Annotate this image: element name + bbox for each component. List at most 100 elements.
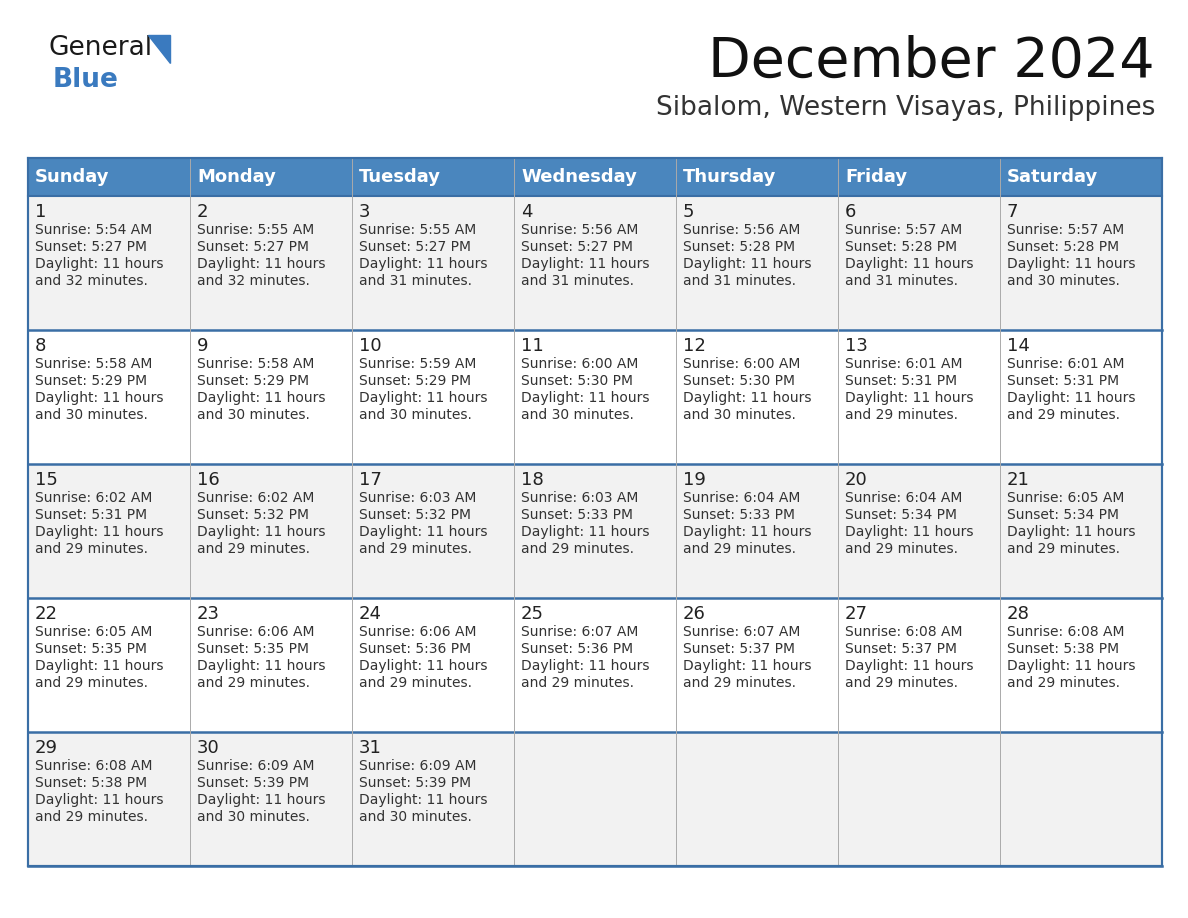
Text: 22: 22: [34, 605, 58, 623]
Text: and 29 minutes.: and 29 minutes.: [359, 676, 472, 690]
Bar: [29, 158, 1162, 866]
Bar: [676, 196, 838, 330]
Text: Sunrise: 5:59 AM: Sunrise: 5:59 AM: [359, 357, 476, 371]
Bar: [838, 158, 1000, 196]
Text: Sunrise: 5:55 AM: Sunrise: 5:55 AM: [197, 223, 315, 237]
Bar: [1000, 330, 1162, 464]
Text: Sunset: 5:28 PM: Sunset: 5:28 PM: [845, 240, 958, 254]
Text: 30: 30: [197, 739, 220, 757]
Text: Sunset: 5:30 PM: Sunset: 5:30 PM: [522, 374, 633, 388]
Text: and 29 minutes.: and 29 minutes.: [359, 542, 472, 556]
Text: and 29 minutes.: and 29 minutes.: [1007, 408, 1120, 422]
Text: and 31 minutes.: and 31 minutes.: [683, 274, 796, 288]
Text: and 29 minutes.: and 29 minutes.: [197, 542, 310, 556]
Text: Sunrise: 6:04 AM: Sunrise: 6:04 AM: [845, 491, 962, 505]
Polygon shape: [148, 35, 170, 63]
Text: Daylight: 11 hours: Daylight: 11 hours: [34, 659, 164, 673]
Bar: [190, 330, 352, 464]
Text: and 29 minutes.: and 29 minutes.: [683, 542, 796, 556]
Text: Friday: Friday: [845, 168, 908, 186]
Bar: [190, 464, 352, 598]
Text: Daylight: 11 hours: Daylight: 11 hours: [359, 257, 487, 271]
Text: Sunset: 5:29 PM: Sunset: 5:29 PM: [34, 374, 147, 388]
Text: and 29 minutes.: and 29 minutes.: [845, 408, 958, 422]
Text: Sunset: 5:34 PM: Sunset: 5:34 PM: [845, 508, 958, 522]
Text: Sunset: 5:31 PM: Sunset: 5:31 PM: [1007, 374, 1119, 388]
Text: Daylight: 11 hours: Daylight: 11 hours: [683, 391, 811, 405]
Text: Sunrise: 6:04 AM: Sunrise: 6:04 AM: [683, 491, 801, 505]
Bar: [514, 330, 676, 464]
Bar: [676, 330, 838, 464]
Text: and 29 minutes.: and 29 minutes.: [845, 676, 958, 690]
Text: 26: 26: [683, 605, 706, 623]
Text: Sunset: 5:38 PM: Sunset: 5:38 PM: [34, 776, 147, 790]
Text: Daylight: 11 hours: Daylight: 11 hours: [522, 525, 650, 539]
Text: Blue: Blue: [53, 67, 119, 93]
Text: Sunset: 5:33 PM: Sunset: 5:33 PM: [683, 508, 795, 522]
Text: 7: 7: [1007, 203, 1018, 221]
Text: 12: 12: [683, 337, 706, 355]
Text: Sunset: 5:36 PM: Sunset: 5:36 PM: [522, 642, 633, 656]
Bar: [676, 598, 838, 732]
Bar: [838, 464, 1000, 598]
Text: Sunset: 5:31 PM: Sunset: 5:31 PM: [34, 508, 147, 522]
Text: Sunrise: 5:56 AM: Sunrise: 5:56 AM: [522, 223, 638, 237]
Text: Sunset: 5:36 PM: Sunset: 5:36 PM: [359, 642, 472, 656]
Text: Daylight: 11 hours: Daylight: 11 hours: [683, 257, 811, 271]
Text: and 32 minutes.: and 32 minutes.: [197, 274, 310, 288]
Text: 21: 21: [1007, 471, 1030, 489]
Text: and 30 minutes.: and 30 minutes.: [359, 810, 472, 824]
Text: and 29 minutes.: and 29 minutes.: [34, 810, 148, 824]
Text: and 30 minutes.: and 30 minutes.: [522, 408, 634, 422]
Text: Daylight: 11 hours: Daylight: 11 hours: [845, 257, 973, 271]
Text: and 29 minutes.: and 29 minutes.: [845, 542, 958, 556]
Text: Sunrise: 6:03 AM: Sunrise: 6:03 AM: [359, 491, 476, 505]
Bar: [352, 732, 514, 866]
Text: Sunrise: 6:08 AM: Sunrise: 6:08 AM: [34, 759, 152, 773]
Text: Sunrise: 5:57 AM: Sunrise: 5:57 AM: [845, 223, 962, 237]
Text: 19: 19: [683, 471, 706, 489]
Text: 13: 13: [845, 337, 868, 355]
Bar: [838, 196, 1000, 330]
Text: Sunrise: 6:00 AM: Sunrise: 6:00 AM: [522, 357, 638, 371]
Text: Daylight: 11 hours: Daylight: 11 hours: [522, 257, 650, 271]
Text: Daylight: 11 hours: Daylight: 11 hours: [197, 793, 326, 807]
Text: and 30 minutes.: and 30 minutes.: [197, 408, 310, 422]
Text: and 29 minutes.: and 29 minutes.: [522, 542, 634, 556]
Text: and 30 minutes.: and 30 minutes.: [683, 408, 796, 422]
Bar: [352, 158, 514, 196]
Text: 25: 25: [522, 605, 544, 623]
Text: Sunset: 5:37 PM: Sunset: 5:37 PM: [845, 642, 958, 656]
Bar: [1000, 598, 1162, 732]
Text: and 29 minutes.: and 29 minutes.: [197, 676, 310, 690]
Text: Monday: Monday: [197, 168, 276, 186]
Bar: [676, 464, 838, 598]
Text: Sunrise: 6:03 AM: Sunrise: 6:03 AM: [522, 491, 638, 505]
Text: 17: 17: [359, 471, 381, 489]
Text: Sunrise: 6:05 AM: Sunrise: 6:05 AM: [1007, 491, 1124, 505]
Text: Daylight: 11 hours: Daylight: 11 hours: [845, 391, 973, 405]
Text: Sunset: 5:32 PM: Sunset: 5:32 PM: [197, 508, 309, 522]
Text: Sunrise: 6:05 AM: Sunrise: 6:05 AM: [34, 625, 152, 639]
Text: Daylight: 11 hours: Daylight: 11 hours: [683, 525, 811, 539]
Text: Sunrise: 5:58 AM: Sunrise: 5:58 AM: [197, 357, 315, 371]
Text: and 30 minutes.: and 30 minutes.: [359, 408, 472, 422]
Text: Sunset: 5:28 PM: Sunset: 5:28 PM: [1007, 240, 1119, 254]
Bar: [29, 158, 190, 196]
Text: Saturday: Saturday: [1007, 168, 1098, 186]
Text: Daylight: 11 hours: Daylight: 11 hours: [1007, 659, 1136, 673]
Text: 1: 1: [34, 203, 46, 221]
Bar: [838, 330, 1000, 464]
Text: Wednesday: Wednesday: [522, 168, 637, 186]
Bar: [352, 598, 514, 732]
Text: 29: 29: [34, 739, 58, 757]
Text: Sunset: 5:27 PM: Sunset: 5:27 PM: [197, 240, 309, 254]
Text: 18: 18: [522, 471, 544, 489]
Text: 8: 8: [34, 337, 46, 355]
Text: Daylight: 11 hours: Daylight: 11 hours: [1007, 391, 1136, 405]
Text: and 30 minutes.: and 30 minutes.: [197, 810, 310, 824]
Text: Sunrise: 6:07 AM: Sunrise: 6:07 AM: [683, 625, 801, 639]
Bar: [838, 732, 1000, 866]
Bar: [190, 732, 352, 866]
Text: Sunrise: 6:02 AM: Sunrise: 6:02 AM: [197, 491, 315, 505]
